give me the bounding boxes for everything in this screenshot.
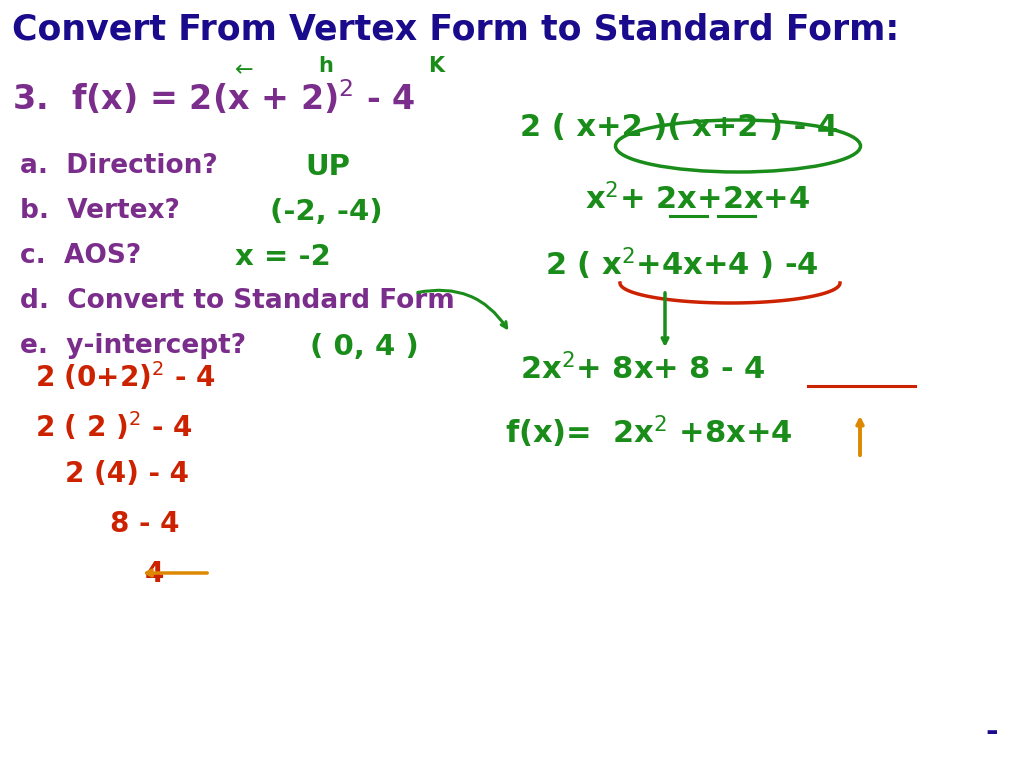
Text: c.  AOS?: c. AOS? bbox=[20, 243, 141, 269]
Text: f(x)=  2x$^2$ +8x+4: f(x)= 2x$^2$ +8x+4 bbox=[505, 413, 793, 449]
Text: 2 (4) - 4: 2 (4) - 4 bbox=[65, 460, 189, 488]
Text: 4: 4 bbox=[145, 560, 165, 588]
Text: 2x$^2$+ 8x+ 8 - 4: 2x$^2$+ 8x+ 8 - 4 bbox=[520, 353, 766, 386]
Text: K: K bbox=[428, 56, 444, 76]
Text: 3.  f(x) = 2(x + 2)$^2$ - 4: 3. f(x) = 2(x + 2)$^2$ - 4 bbox=[12, 78, 416, 117]
Text: UP: UP bbox=[305, 153, 350, 181]
Text: ( 0, 4 ): ( 0, 4 ) bbox=[310, 333, 419, 361]
Text: x = -2: x = -2 bbox=[234, 243, 331, 271]
Text: x$^2$+ 2x+2x+4: x$^2$+ 2x+2x+4 bbox=[585, 183, 810, 216]
Text: 2 ( x$^2$+4x+4 ) -4: 2 ( x$^2$+4x+4 ) -4 bbox=[545, 246, 819, 283]
Text: 8 - 4: 8 - 4 bbox=[110, 510, 179, 538]
Text: h: h bbox=[318, 56, 333, 76]
Text: e.  y-intercept?: e. y-intercept? bbox=[20, 333, 246, 359]
Text: d.  Convert to Standard Form: d. Convert to Standard Form bbox=[20, 288, 455, 314]
Text: 2 (0+2)$^2$ - 4: 2 (0+2)$^2$ - 4 bbox=[35, 360, 215, 393]
Text: a.  Direction?: a. Direction? bbox=[20, 153, 218, 179]
Text: 2 ( x+2 )( x+2 ) - 4: 2 ( x+2 )( x+2 ) - 4 bbox=[520, 113, 838, 142]
Text: Convert From Vertex Form to Standard Form:: Convert From Vertex Form to Standard For… bbox=[12, 13, 899, 47]
Text: b.  Vertex?: b. Vertex? bbox=[20, 198, 180, 224]
Text: 2 ( 2 )$^2$ - 4: 2 ( 2 )$^2$ - 4 bbox=[35, 410, 193, 443]
Text: $\leftarrow$: $\leftarrow$ bbox=[230, 58, 254, 78]
Text: (-2, -4): (-2, -4) bbox=[270, 198, 383, 226]
Text: -: - bbox=[985, 718, 997, 747]
